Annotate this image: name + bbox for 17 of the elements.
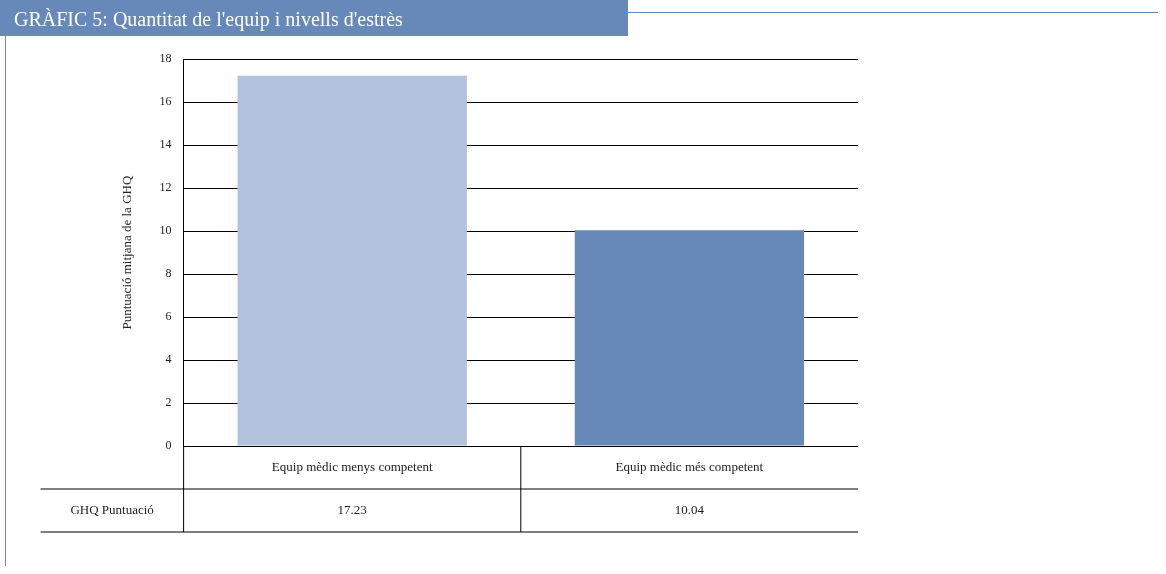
- text: GHQ Puntuació: [70, 501, 154, 517]
- y-tick-label: 6: [165, 309, 172, 324]
- data-label: 10.04: [674, 501, 705, 517]
- y-tick-label: 18: [159, 51, 172, 66]
- y-tick-label: 14: [159, 137, 172, 152]
- y-tick-label: 10: [159, 223, 172, 238]
- x-tick-label: Equip mèdic menys competent: [271, 458, 433, 474]
- y-tick-label: 12: [159, 180, 172, 195]
- y-tick-label: 16: [159, 94, 172, 109]
- y-axis-title: Puntuació mitjana de la GHQ: [119, 175, 135, 330]
- y-tick-label: 8: [165, 266, 172, 281]
- y-tick-label: 2: [165, 395, 172, 410]
- chart-title: GRÀFIC 5: Quantitat de l'equip i nivells d'estrès: [0, 0, 628, 36]
- y-tick-label: 4: [165, 352, 172, 367]
- x-tick-label: Equip mèdic més competent: [615, 458, 764, 474]
- data-label: 17.23: [337, 501, 367, 517]
- y-tick-label: 0: [165, 438, 172, 453]
